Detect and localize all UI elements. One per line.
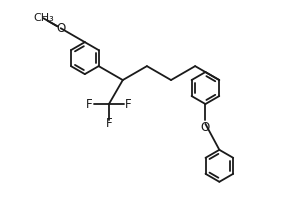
Text: O: O bbox=[56, 22, 65, 35]
Text: CH₃: CH₃ bbox=[33, 13, 54, 23]
Text: F: F bbox=[86, 98, 93, 111]
Text: F: F bbox=[125, 98, 132, 111]
Text: O: O bbox=[201, 121, 210, 134]
Text: F: F bbox=[106, 117, 112, 130]
